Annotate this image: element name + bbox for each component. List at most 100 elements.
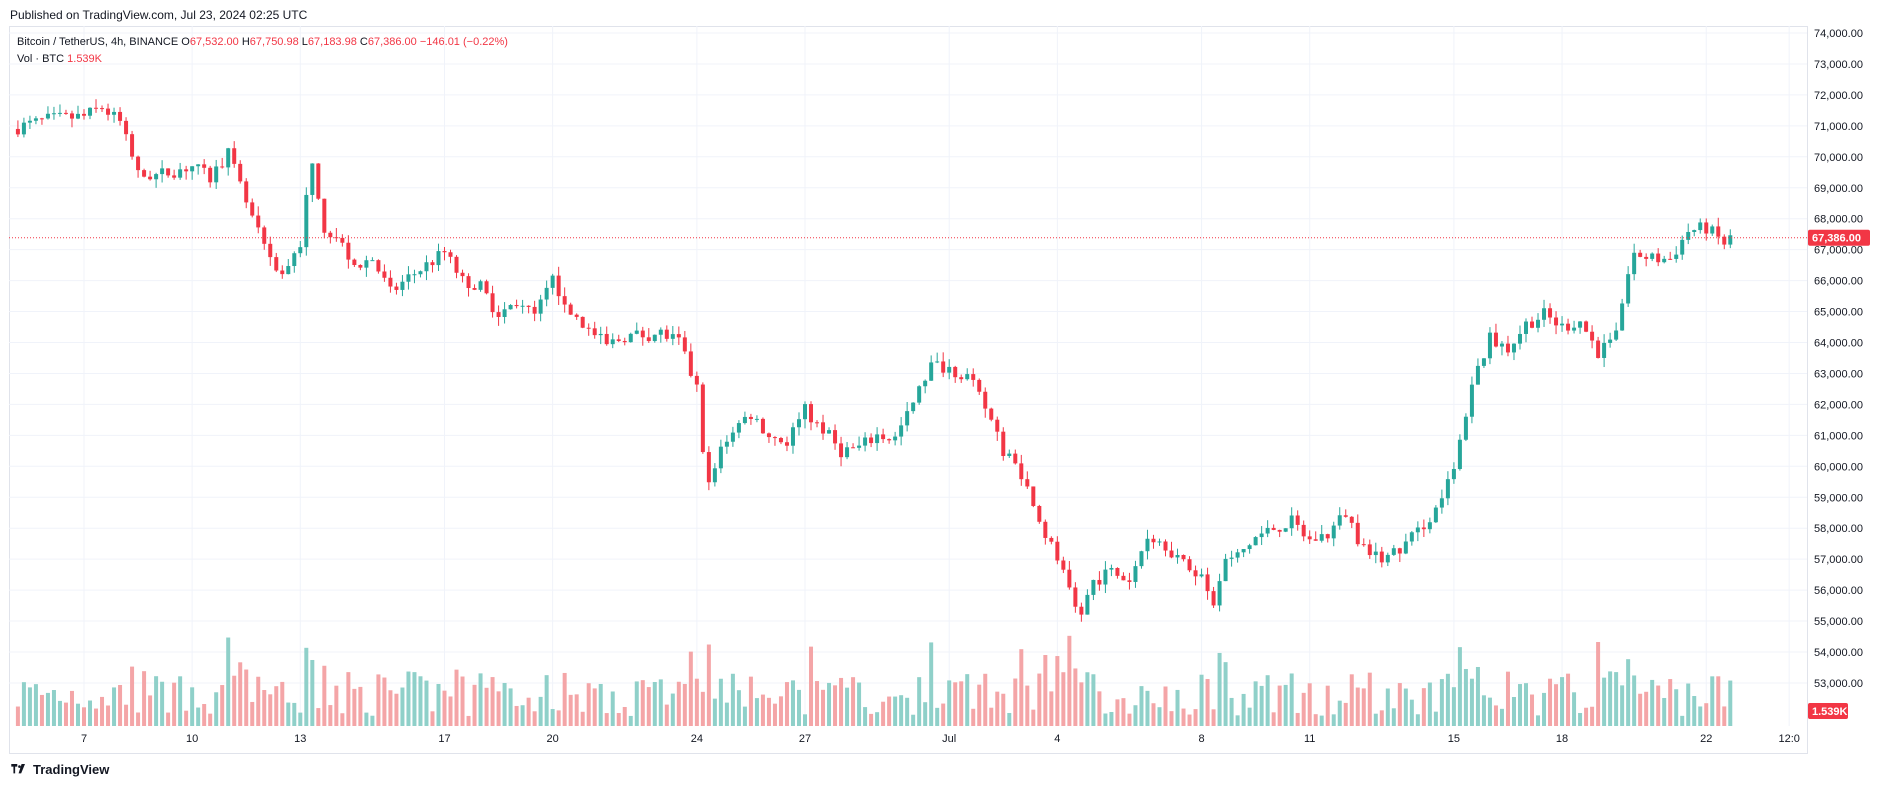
volume-bar [929,642,934,726]
candle-body [989,408,994,420]
candle-body [1511,343,1516,353]
symbol-name[interactable]: Bitcoin / TetherUS, 4h, BINANCE [17,36,179,48]
candle-body [1620,303,1625,331]
volume-bar [214,692,219,726]
volume-bar [1680,715,1685,726]
volume-bar [1403,688,1408,726]
candle-body [556,275,561,297]
candle-body [1499,343,1504,347]
candle-body [1686,231,1691,240]
candle-body [1331,525,1336,539]
volume-bar [628,715,633,726]
volume-bar [827,682,832,726]
candle-body [1085,594,1090,615]
open-value: 67,532.00 [189,36,239,48]
candle-body [1662,258,1667,263]
volume-bar [550,709,555,726]
price-tick-label: 60,000.00 [1814,461,1863,473]
candle-body [496,312,501,317]
candle-body [875,434,880,444]
volume-bar [1409,699,1414,726]
candle-body [1337,515,1342,526]
candle-body [815,422,820,424]
volume-bar [334,685,339,726]
high-value: 67,750.98 [249,36,299,48]
candle-body [1632,252,1637,275]
volume-bar [1235,715,1240,726]
volume-bar [520,705,525,726]
volume-bar [1007,712,1012,726]
last-price-value: 67,386.00 [1812,233,1861,245]
candle-body [1103,569,1108,585]
volume-bar [971,708,976,726]
volume-bar [1710,676,1715,726]
candle-body [1115,567,1120,576]
candle-body [226,148,231,168]
volume-bar [274,686,279,726]
candle-body [82,113,86,116]
volume-bar [154,676,159,726]
volume-bar [766,697,771,726]
candle-body [292,253,297,267]
candle-body [364,260,369,268]
candle-body [670,334,675,339]
volume-bar [322,665,327,726]
volume-bar [875,712,880,726]
volume-bar [88,700,93,726]
volume-bar [598,683,603,726]
volume-bar [881,701,886,726]
volume-bar [388,690,393,726]
candle-body [75,113,80,119]
candle-body [857,445,862,448]
candle-body [1590,331,1595,341]
footer-brand[interactable]: TradingView [10,762,109,777]
candle-body [1463,416,1468,440]
candle-body [57,112,62,114]
volume-bar [742,706,747,726]
chart-frame[interactable] [9,26,1808,754]
candle-body [550,275,555,288]
volume-bar [94,708,99,726]
candle-body [274,257,279,271]
candle-body [1530,321,1535,328]
time-tick-label: Jul [942,733,956,745]
volume-bar [682,683,687,726]
candle-body [520,305,525,307]
volume-bar [1650,679,1655,726]
candle-body [220,166,225,168]
candle-body [1217,581,1222,606]
candle-body [682,337,687,352]
candle-body [63,112,68,114]
volume-bar [1590,706,1595,726]
candle-body [941,361,946,373]
candle-body [929,362,934,381]
volume-bar [1355,687,1360,726]
volume-bar [484,687,489,726]
price-tick-label: 74,000.00 [1814,28,1863,40]
candle-body [754,418,759,420]
volume-bar [184,710,189,726]
volume-bar [232,675,237,726]
volume-bar [863,707,868,726]
volume-bar [1271,712,1276,726]
volume-bar [1662,697,1667,726]
volume-label[interactable]: Vol · BTC [17,53,65,65]
volume-bar [490,677,495,726]
candle-body [1578,321,1583,328]
volume-bar [1001,693,1006,726]
candle-body [1536,319,1541,328]
volume-bar [790,680,795,726]
time-tick-label: 8 [1198,733,1204,745]
volume-bar [256,676,261,726]
volume-bar [1061,672,1066,726]
candle-body [574,314,579,317]
volume-bar [304,647,309,726]
candle-body [232,148,237,164]
volume-bar [430,711,435,726]
time-tick-label: 24 [691,733,703,745]
candle-body [1079,606,1084,615]
candle-body [1566,323,1571,331]
candle-body [1043,521,1048,538]
volume-bar [238,662,243,726]
